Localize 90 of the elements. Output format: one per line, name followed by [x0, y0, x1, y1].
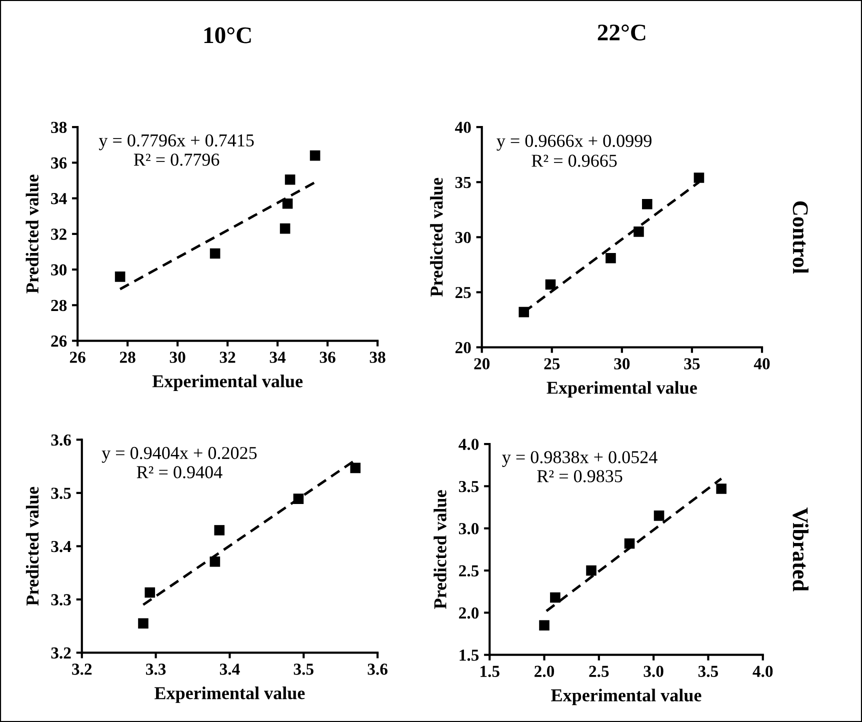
point	[214, 525, 225, 536]
y-tick-label: 3.3	[51, 594, 71, 606]
point	[350, 462, 361, 474]
y-tick-label: 2.0	[459, 607, 479, 619]
point	[624, 538, 635, 549]
x-tick-label: 32	[220, 352, 236, 363]
chart-title: 22°C	[598, 24, 646, 40]
y-tick-label: 2.5	[459, 565, 479, 577]
x-tick-label: 34	[270, 352, 286, 363]
x-tick-label: 1.5	[480, 666, 500, 678]
x-tick-label: 3.5	[698, 666, 718, 678]
y-tick-label: 35	[455, 176, 471, 188]
point	[694, 172, 704, 183]
y-tick-label: 36	[51, 157, 67, 169]
y-tick-label: 4.0	[458, 438, 479, 450]
text: Vibrated	[792, 508, 808, 592]
point	[284, 174, 296, 185]
y-tick-label: 40	[455, 122, 471, 134]
point	[210, 556, 220, 567]
y-tick-label: 3.4	[51, 540, 72, 552]
x-tick-label: 36	[320, 352, 336, 363]
y-axis-title: Predicted value	[26, 486, 39, 606]
y-tick-label: 3.5	[51, 488, 71, 499]
x-tick-label: 3.3	[146, 664, 166, 675]
x-axis-title: Experimental value	[152, 374, 303, 392]
y-tick-label: 26	[51, 336, 67, 347]
x-tick-label: 26	[70, 352, 86, 363]
y-tick-label: 34	[51, 193, 67, 204]
point	[282, 198, 293, 209]
y-axis-title: Predicted value	[26, 174, 39, 294]
point	[606, 252, 616, 264]
point	[545, 279, 556, 290]
annotation: R² = 0.7796	[134, 154, 220, 166]
x-tick-label: 4.0	[752, 666, 773, 678]
annotation: R² = 0.9835	[537, 470, 622, 482]
x-tick-label: 2.5	[589, 666, 609, 678]
x-tick-label: 20	[474, 358, 490, 370]
x-tick-label: 40	[754, 358, 770, 370]
point	[114, 272, 126, 282]
y-tick-label: 20	[455, 342, 471, 354]
annotation: y = 0.9838x + 0.0524	[502, 451, 658, 467]
y-tick-label: 38	[51, 122, 67, 134]
annotation: R² = 0.9404	[136, 466, 222, 478]
x-tick-label: 3.5	[294, 664, 314, 675]
x-axis-title: Experimental value	[551, 688, 702, 706]
point	[518, 306, 530, 318]
y-tick-label: 32	[51, 228, 66, 240]
y-tick-label: 30	[51, 264, 67, 276]
point	[654, 510, 664, 521]
y-tick-label: 30	[455, 232, 471, 244]
point	[210, 248, 220, 259]
annotation: y = 0.9404x + 0.2025	[102, 446, 257, 463]
x-tick-label: 3.6	[368, 664, 388, 675]
point	[539, 620, 550, 630]
x-tick-label: 3.4	[220, 664, 240, 675]
y-axis-title: Predicted value	[434, 490, 446, 609]
annotation: y = 0.7796x + 0.7415	[98, 134, 254, 150]
y-tick-label: 3.0	[458, 523, 479, 534]
point	[716, 484, 726, 494]
y-tick-label: 1.5	[460, 650, 479, 661]
y-tick-label: 25	[455, 286, 471, 298]
y-tick-label: 3.6	[51, 434, 71, 446]
y-axis-title: Predicted value	[430, 178, 443, 297]
point	[280, 223, 290, 234]
x-tick-label: 35	[684, 358, 700, 370]
x-tick-label: 25	[544, 358, 560, 370]
point	[634, 226, 644, 237]
x-tick-label: 30	[170, 352, 186, 363]
x-tick-label: 2.0	[534, 666, 554, 678]
point	[144, 587, 156, 598]
annotation: y = 0.9666x + 0.0999	[496, 134, 652, 151]
point	[138, 618, 148, 629]
point	[642, 198, 652, 210]
chart-title: 10°C	[204, 27, 251, 44]
text: Control	[792, 201, 809, 274]
point	[293, 494, 304, 504]
x-axis-title: Experimental value	[546, 381, 697, 398]
y-tick-label: 3.2	[51, 647, 71, 659]
x-tick-label: 38	[370, 352, 386, 363]
point	[310, 150, 320, 161]
y-tick-label: 3.5	[458, 480, 479, 492]
point	[550, 592, 560, 603]
annotation: R² = 0.9665	[532, 154, 617, 167]
y-tick-label: 28	[51, 300, 67, 312]
x-tick-label: 28	[120, 352, 136, 363]
x-tick-label: 30	[614, 358, 630, 370]
x-tick-label: 3.0	[644, 666, 664, 678]
x-tick-label: 3.2	[72, 664, 92, 675]
point	[586, 565, 596, 576]
x-axis-title: Experimental value	[154, 686, 305, 703]
